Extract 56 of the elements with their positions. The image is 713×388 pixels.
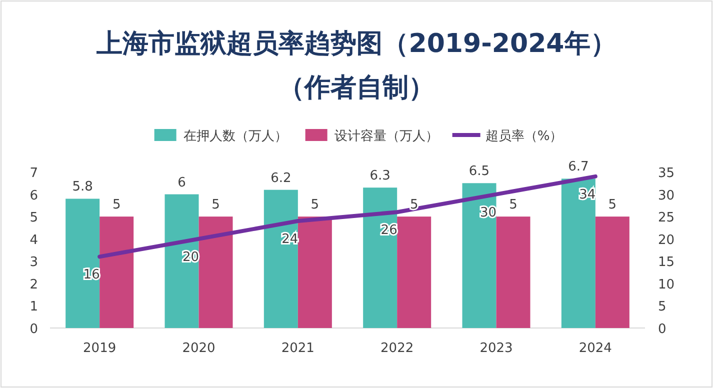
data-label: 5 [310, 198, 320, 213]
x-tick-label: 2023 [480, 341, 513, 356]
y-tick-label: 0 [30, 322, 38, 337]
y-tick-label: 4 [30, 232, 38, 248]
y2-tick-label: 35 [658, 166, 675, 181]
bar [496, 216, 530, 328]
data-label: 6.3 [370, 168, 390, 184]
y-tick-label: 5 [30, 210, 38, 226]
bar [66, 198, 100, 328]
data-label: 16 [83, 268, 100, 283]
x-tick-label: 2019 [83, 341, 116, 356]
data-label: 5 [608, 198, 617, 213]
data-label: 30 [480, 205, 497, 220]
y2-tick-label: 15 [658, 255, 675, 270]
y2-tick-label: 5 [658, 300, 666, 315]
chart-subtitle: （作者自制） [278, 73, 434, 103]
bar [264, 190, 298, 328]
data-label: 5.8 [72, 180, 93, 195]
bar [198, 216, 233, 328]
bar [363, 188, 398, 328]
data-label: 6.2 [270, 170, 292, 186]
x-tick-label: 2021 [281, 341, 314, 356]
y2-tick-label: 25 [658, 210, 675, 226]
x-tick-label: 2024 [578, 341, 612, 356]
bar [595, 216, 630, 328]
bar [397, 216, 432, 328]
bar [462, 183, 496, 328]
y2-tick-label: 10 [658, 277, 675, 292]
y-tick-label: 2 [30, 277, 38, 292]
bar [298, 216, 332, 328]
data-label: 26 [380, 223, 398, 238]
y-tick-label: 6 [30, 188, 38, 204]
data-label: 24 [282, 232, 298, 248]
data-label: 6.7 [568, 160, 589, 175]
data-label: 34 [579, 187, 596, 202]
y-tick-label: 7 [30, 166, 38, 181]
bar [561, 178, 596, 328]
legend-label: 超员率（%） [485, 128, 563, 144]
x-tick-label: 2020 [182, 341, 216, 356]
legend-label: 在押人数（万人） [183, 129, 288, 144]
y-tick-label: 1 [30, 300, 38, 315]
data-label: 5 [509, 198, 518, 213]
legend-label: 设计容量（万人） [334, 128, 438, 144]
y-tick-label: 3 [30, 255, 38, 270]
data-label: 5 [112, 198, 121, 213]
data-label: 20 [182, 250, 200, 265]
chart-title: 上海市监狱超员率趋势图（2019-2024年） [96, 29, 616, 59]
data-label: 5 [212, 198, 220, 213]
y2-tick-label: 30 [658, 188, 675, 204]
x-tick-label: 2022 [380, 341, 414, 356]
bar [164, 194, 199, 328]
data-label: 6.5 [468, 164, 490, 180]
y2-tick-label: 0 [658, 322, 666, 337]
data-label: 6 [178, 175, 186, 190]
y2-tick-label: 20 [658, 232, 675, 248]
bar [100, 216, 134, 328]
